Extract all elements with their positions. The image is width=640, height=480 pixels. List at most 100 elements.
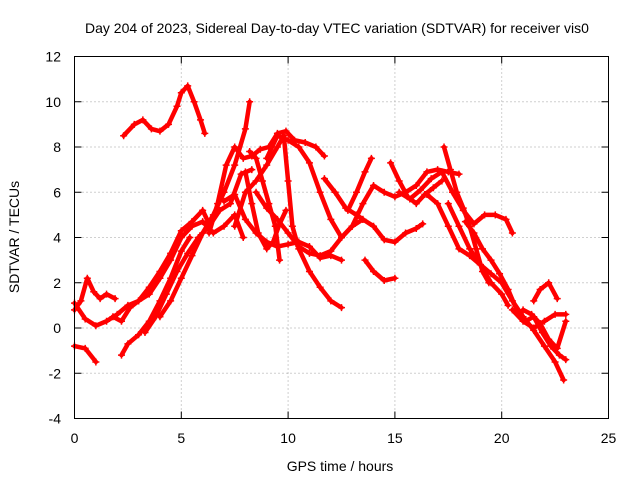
data-point bbox=[498, 290, 506, 298]
data-point bbox=[263, 154, 271, 162]
y-tick-label: 4 bbox=[53, 230, 61, 246]
data-point bbox=[327, 297, 335, 305]
data-point bbox=[359, 215, 367, 223]
data-point bbox=[273, 132, 281, 140]
data-point bbox=[402, 229, 410, 237]
data-point bbox=[126, 304, 134, 312]
data-point bbox=[545, 335, 553, 343]
data-point bbox=[103, 290, 111, 298]
grid-lines bbox=[74, 56, 609, 419]
data-point bbox=[540, 342, 548, 350]
y-tick-label: 8 bbox=[53, 139, 61, 155]
y-axis-label: SDTVAR / TECUs bbox=[6, 181, 22, 293]
data-point bbox=[391, 274, 399, 282]
series-arc-27-markers bbox=[519, 306, 570, 352]
series-arc-4 bbox=[110, 212, 246, 324]
data-point bbox=[530, 324, 538, 332]
data-point bbox=[92, 322, 100, 330]
chart-title: Day 204 of 2023, Sidereal Day-to-day VTE… bbox=[85, 20, 589, 36]
data-point bbox=[246, 148, 254, 156]
data-point bbox=[177, 274, 185, 282]
data-point bbox=[248, 200, 256, 208]
data-point bbox=[429, 184, 437, 192]
data-point bbox=[220, 222, 228, 230]
y-tick-label: -2 bbox=[49, 365, 62, 381]
data-point bbox=[239, 234, 247, 241]
data-point bbox=[111, 295, 119, 303]
data-point bbox=[190, 98, 198, 106]
data-point bbox=[81, 315, 89, 323]
data-point bbox=[96, 295, 104, 303]
data-point bbox=[478, 245, 486, 253]
data-point bbox=[562, 310, 570, 318]
y-tick-label: 0 bbox=[53, 320, 61, 336]
data-point bbox=[226, 200, 234, 208]
data-point bbox=[327, 215, 335, 223]
data-point bbox=[412, 200, 420, 208]
data-point bbox=[231, 222, 239, 230]
x-tick-label: 25 bbox=[601, 430, 617, 446]
data-point bbox=[258, 177, 266, 185]
data-point bbox=[504, 301, 512, 309]
data-point bbox=[391, 193, 399, 201]
data-point bbox=[455, 222, 463, 230]
data-point bbox=[83, 274, 91, 282]
data-point bbox=[188, 222, 196, 230]
series-arc-8 bbox=[157, 99, 252, 319]
data-point bbox=[370, 222, 378, 230]
data-point bbox=[301, 138, 309, 146]
data-point bbox=[184, 82, 192, 90]
data-point bbox=[540, 317, 548, 325]
data-point bbox=[352, 188, 360, 196]
data-point bbox=[466, 245, 474, 253]
data-point bbox=[316, 252, 324, 260]
data-point bbox=[545, 279, 553, 287]
series-arc-18-markers bbox=[361, 256, 399, 284]
data-point bbox=[305, 267, 313, 275]
data-point bbox=[338, 234, 345, 241]
data-point bbox=[246, 98, 254, 106]
data-point bbox=[273, 215, 281, 223]
data-point bbox=[551, 310, 559, 318]
data-point bbox=[423, 191, 431, 199]
data-point bbox=[338, 304, 345, 312]
data-point bbox=[412, 224, 420, 232]
data-point bbox=[305, 243, 313, 251]
data-point bbox=[380, 188, 388, 196]
data-point bbox=[284, 240, 292, 248]
series-arc-18 bbox=[362, 257, 398, 283]
data-point bbox=[423, 168, 431, 176]
data-point bbox=[252, 154, 260, 162]
data-point bbox=[220, 197, 228, 205]
y-tick-label: 2 bbox=[53, 275, 61, 291]
data-point bbox=[487, 256, 495, 264]
x-tick-label: 20 bbox=[494, 430, 510, 446]
data-point bbox=[184, 249, 192, 257]
data-point bbox=[472, 245, 480, 253]
data-point bbox=[81, 344, 89, 352]
data-point bbox=[284, 177, 292, 185]
data-point bbox=[156, 274, 164, 282]
data-point bbox=[90, 288, 98, 296]
data-point bbox=[502, 215, 510, 223]
series-arc-17-markers bbox=[344, 154, 375, 214]
data-point bbox=[222, 161, 230, 169]
data-point bbox=[199, 218, 207, 226]
data-point bbox=[92, 358, 100, 366]
series-arc-13-markers bbox=[246, 148, 284, 264]
data-point bbox=[135, 297, 143, 305]
series-arc-21 bbox=[424, 192, 566, 383]
data-point bbox=[273, 143, 281, 151]
series-arc-23-markers bbox=[444, 200, 512, 309]
data-point bbox=[177, 227, 185, 235]
data-point bbox=[305, 159, 313, 167]
data-point bbox=[135, 331, 143, 339]
series-arc-1-markers bbox=[71, 342, 100, 366]
data-point bbox=[434, 200, 442, 208]
data-point bbox=[380, 236, 388, 244]
data-point bbox=[241, 215, 249, 223]
series-arc-6 bbox=[121, 83, 208, 138]
data-point bbox=[205, 229, 213, 237]
data-point bbox=[284, 136, 292, 144]
data-point bbox=[555, 351, 563, 359]
